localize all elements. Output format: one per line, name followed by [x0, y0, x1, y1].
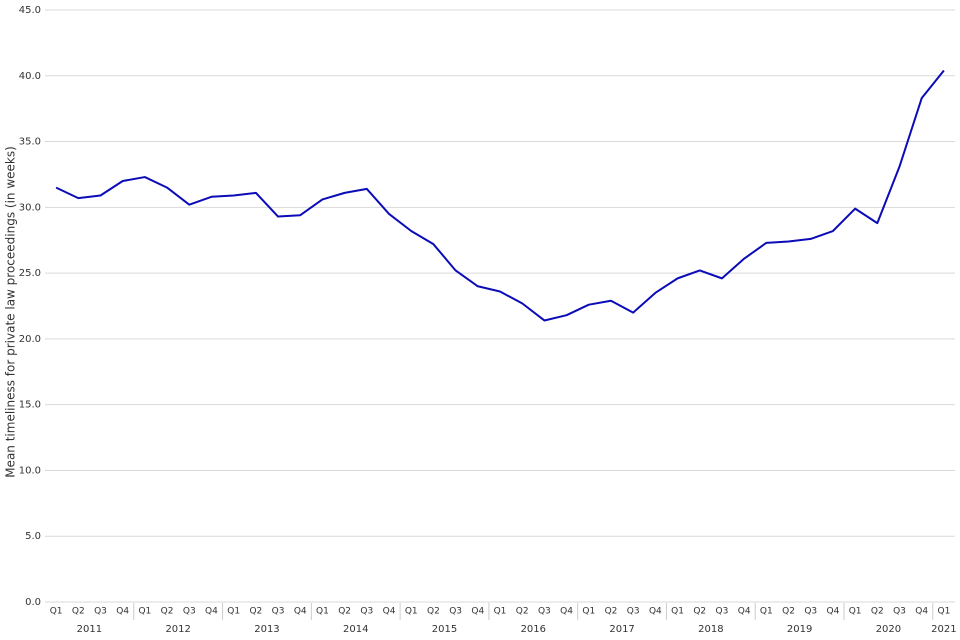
x-tick-label: Q2 — [693, 607, 706, 617]
x-tick-label: Q4 — [827, 607, 840, 617]
x-tick-label: Q1 — [582, 607, 595, 617]
x-tick-label: Q1 — [316, 607, 329, 617]
y-tick-label: 25.0 — [19, 268, 41, 279]
x-tick-label: Q3 — [716, 607, 729, 617]
year-label: 2017 — [609, 624, 634, 635]
x-tick-label: Q2 — [72, 607, 85, 617]
y-tick-label: 35.0 — [19, 137, 41, 148]
year-label: 2011 — [77, 624, 102, 635]
x-tick-label: Q3 — [804, 607, 817, 617]
x-tick-label: Q2 — [161, 607, 174, 617]
x-tick-label: Q2 — [427, 607, 440, 617]
y-tick-label: 0.0 — [25, 597, 41, 608]
y-tick-label: 30.0 — [19, 202, 41, 213]
year-label: 2019 — [787, 624, 812, 635]
x-tick-label: Q1 — [760, 607, 773, 617]
year-label: 2020 — [876, 624, 901, 635]
x-tick-label: Q4 — [738, 607, 751, 617]
x-tick-label: Q3 — [538, 607, 551, 617]
y-tick-label: 10.0 — [19, 465, 41, 476]
y-tick-label: 5.0 — [25, 531, 41, 542]
x-tick-label: Q3 — [272, 607, 285, 617]
x-tick-label: Q2 — [338, 607, 351, 617]
year-label: 2016 — [521, 624, 546, 635]
x-tick-label: Q1 — [937, 607, 950, 617]
x-tick-label: Q1 — [138, 607, 151, 617]
x-tick-label: Q1 — [849, 607, 862, 617]
x-tick-label: Q1 — [227, 607, 240, 617]
x-tick-label: Q4 — [116, 607, 129, 617]
x-tick-label: Q3 — [94, 607, 107, 617]
y-tick-label: 40.0 — [19, 71, 41, 82]
x-tick-label: Q3 — [183, 607, 196, 617]
y-tick-label: 45.0 — [19, 5, 41, 16]
year-label: 2015 — [432, 624, 457, 635]
x-tick-label: Q4 — [915, 607, 928, 617]
x-tick-label: Q1 — [405, 607, 418, 617]
x-tick-label: Q2 — [871, 607, 884, 617]
x-tick-label: Q1 — [50, 607, 63, 617]
year-label: 2012 — [165, 624, 190, 635]
x-tick-label: Q2 — [605, 607, 618, 617]
year-label: 2021 — [931, 624, 956, 635]
x-tick-label: Q3 — [893, 607, 906, 617]
x-tick-label: Q2 — [782, 607, 795, 617]
x-tick-label: Q4 — [560, 607, 573, 617]
x-tick-label: Q1 — [671, 607, 684, 617]
x-tick-label: Q1 — [494, 607, 507, 617]
x-tick-label: Q4 — [294, 607, 307, 617]
x-tick-label: Q2 — [249, 607, 262, 617]
x-tick-label: Q2 — [516, 607, 529, 617]
year-label: 2013 — [254, 624, 279, 635]
year-label: 2018 — [698, 624, 723, 635]
y-tick-label: 20.0 — [19, 334, 41, 345]
line-series — [55, 69, 945, 322]
y-tick-label: 15.0 — [19, 400, 41, 411]
year-label: 2014 — [343, 624, 368, 635]
x-tick-label: Q3 — [627, 607, 640, 617]
x-tick-label: Q3 — [449, 607, 462, 617]
x-tick-label: Q4 — [471, 607, 484, 617]
x-tick-label: Q4 — [205, 607, 218, 617]
x-tick-label: Q3 — [360, 607, 373, 617]
x-tick-label: Q4 — [383, 607, 396, 617]
y-axis-title: Mean timeliness for private law proceedi… — [4, 146, 18, 478]
x-tick-label: Q4 — [649, 607, 662, 617]
